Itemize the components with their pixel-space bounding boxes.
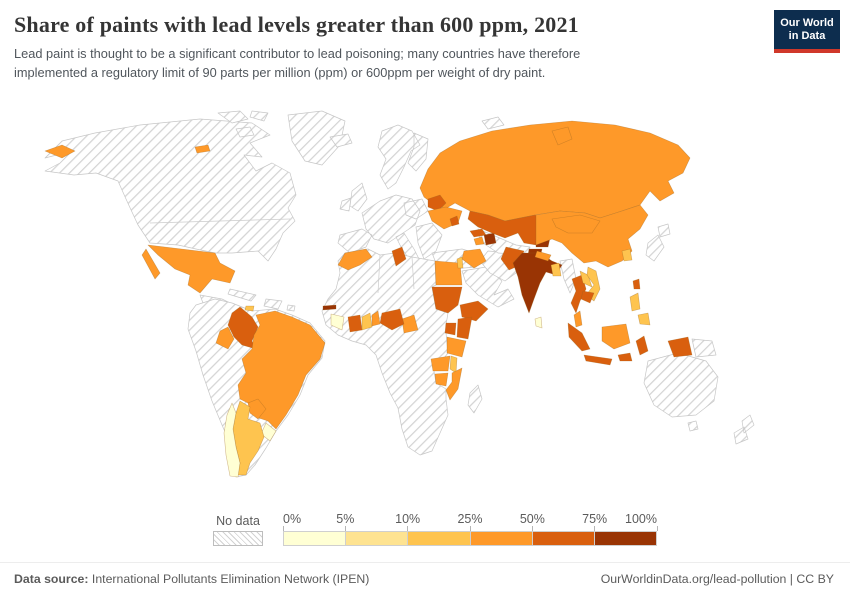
attribution[interactable]: OurWorldinData.org/lead-pollution | CC B… [600,572,834,586]
country-armenia[interactable] [473,236,485,246]
country-zambia[interactable] [430,355,451,372]
country-malaysia[interactable] [573,310,631,350]
landmass-japan[interactable] [645,223,671,262]
world-map [0,103,850,505]
border-sahara [377,254,415,294]
landmass-greenland[interactable] [287,110,346,166]
country-gambia[interactable] [322,304,337,311]
footer: Data source: International Pollutants El… [0,562,850,586]
country-laos[interactable] [579,270,593,288]
legend-ticks [282,526,658,531]
country-zimbabwe[interactable] [434,372,449,387]
landmass-myanmar[interactable] [559,258,577,294]
country-ethiopia[interactable] [459,300,489,322]
country-bangladesh[interactable] [550,262,562,277]
legend-bin-swatch[interactable] [346,531,409,546]
country-paraguay[interactable] [247,398,267,420]
country-mongolia[interactable] [551,214,601,234]
data-source: Data source: International Pollutants El… [14,572,369,586]
country-uganda[interactable] [444,322,457,336]
country-cameroon[interactable] [401,314,419,334]
country-kenya[interactable] [456,316,473,340]
country-tanzania[interactable] [446,336,467,358]
country-malawi[interactable] [449,355,458,374]
landmass-papua-new-guinea[interactable] [691,338,717,358]
country-mexico[interactable] [141,244,236,294]
legend-tick-label: 50% [519,512,545,526]
country-morocco[interactable] [337,248,373,271]
legend-no-data-label: No data [216,514,260,528]
country-tunisia[interactable] [391,246,407,267]
country-ghana[interactable] [361,312,373,331]
legend-no-data-swatch[interactable] [213,531,263,546]
country-moldova[interactable] [449,215,460,227]
country-nigeria[interactable] [379,308,405,331]
country-philippines[interactable] [629,292,651,326]
legend-tick-label: 0% [283,512,302,526]
country-sudan[interactable] [431,286,463,314]
country-brazil[interactable] [237,310,326,430]
landmass-svalbard[interactable] [481,116,505,130]
country-sierra-leone[interactable] [330,313,345,331]
landmass-arctic-islands[interactable] [217,110,269,138]
country-indonesia[interactable] [567,322,693,366]
page-title: Share of paints with lead levels greater… [14,12,579,37]
legend-tick-label: 25% [457,512,483,526]
legend-swatches [283,531,658,546]
legend-tick-label: 100% [625,512,657,526]
owid-logo[interactable]: Our World in Data [774,10,840,54]
legend-bin-swatch[interactable] [594,531,658,546]
landmass-north-america[interactable] [44,118,297,262]
legend-bin-swatch[interactable] [470,531,533,546]
landmass-africa[interactable] [321,248,449,456]
country-india[interactable] [512,252,563,314]
country-cote-divoire[interactable] [347,314,363,333]
legend-bin-swatch[interactable] [532,531,595,546]
subtitle: Lead paint is thought to be a significan… [14,46,581,81]
country-belarus[interactable] [427,194,447,212]
country-jamaica[interactable] [244,305,255,312]
landmass-caribbean[interactable] [227,288,296,312]
country-nepal[interactable] [534,250,552,262]
country-ecuador[interactable] [215,326,235,350]
owid-logo-text: Our World in Data [774,10,840,54]
country-israel[interactable] [456,256,464,269]
country-azerbaijan[interactable] [483,232,497,246]
border-us-canada [149,218,291,224]
country-russia[interactable] [44,120,691,222]
country-south-korea[interactable] [621,248,633,262]
landmass-british-isles[interactable] [339,182,368,212]
landmass-iceland[interactable] [329,133,353,148]
country-cambodia[interactable] [580,290,595,304]
legend-no-data: No data [213,514,263,546]
country-iraq[interactable] [461,248,487,269]
map-legend: No data 0% 5% 10% 25% 50% 75% 100% [213,512,658,546]
legend-bin-swatch[interactable] [283,531,347,546]
country-benin[interactable] [371,310,381,327]
data-source-label: Data source: [14,572,89,586]
landmass-madagascar[interactable] [467,384,483,414]
country-mozambique[interactable] [445,367,463,401]
landmass-new-zealand[interactable] [733,414,755,445]
landmass-australia[interactable] [643,352,719,432]
legend-tick-label: 75% [582,512,608,526]
legend-tick-label: 5% [336,512,355,526]
legend-tick-labels: 0% 5% 10% 25% 50% 75% 100% [283,512,657,527]
country-egypt[interactable] [434,260,463,286]
country-uruguay[interactable] [260,422,277,442]
header: Share of paints with lead levels greater… [0,0,850,82]
landmass-scandinavia[interactable] [377,124,429,190]
country-chile[interactable] [223,402,241,478]
legend-bin-swatch[interactable] [408,531,471,546]
country-sri-lanka[interactable] [534,316,543,329]
data-source-value: International Pollutants Elimination Net… [88,572,370,586]
legend-tick-label: 10% [395,512,421,526]
legend-colorbar: 0% 5% 10% 25% 50% 75% 100% [282,512,658,546]
country-taiwan[interactable] [632,278,641,290]
